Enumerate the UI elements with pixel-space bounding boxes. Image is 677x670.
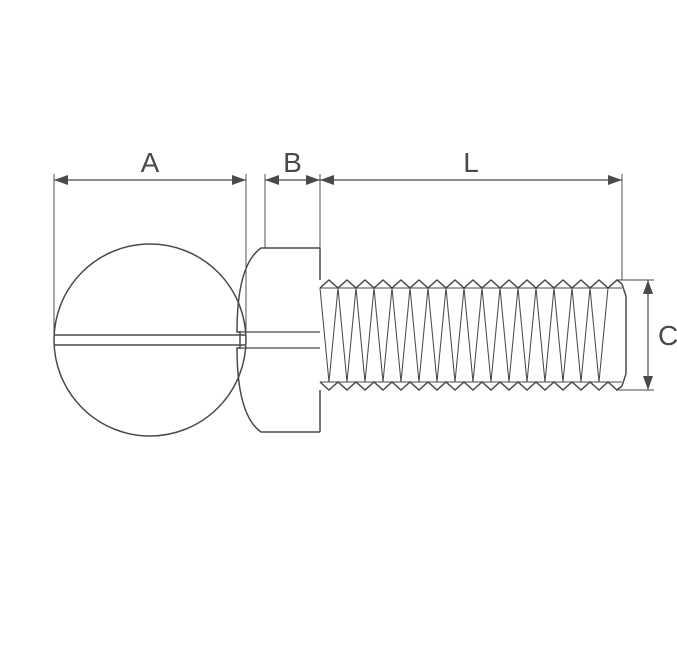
dimension-arrowhead bbox=[54, 175, 68, 185]
dimension-arrowhead bbox=[306, 175, 320, 185]
thread-flank bbox=[320, 288, 329, 382]
screw-technical-drawing: A B L C bbox=[0, 0, 677, 670]
dim-C-label: C bbox=[658, 320, 677, 351]
dim-L-label: L bbox=[463, 147, 479, 178]
thread-flank bbox=[365, 288, 374, 382]
thread-flank bbox=[338, 288, 347, 382]
dimension-arrowhead bbox=[320, 175, 334, 185]
thread-flank bbox=[464, 288, 473, 382]
thread-flank bbox=[491, 288, 500, 382]
shaft-end-chamfer bbox=[622, 284, 626, 296]
thread-crest-bottom bbox=[320, 382, 622, 390]
thread-flank bbox=[446, 288, 455, 382]
dimension-arrowhead bbox=[643, 280, 653, 294]
thread-flank bbox=[374, 288, 383, 382]
thread-flank bbox=[383, 288, 392, 382]
thread-flank bbox=[410, 288, 419, 382]
thread-flank bbox=[518, 288, 527, 382]
dimension-arrowhead bbox=[643, 376, 653, 390]
thread-flank bbox=[599, 288, 608, 382]
shaft-end-chamfer bbox=[622, 374, 626, 386]
thread-flank bbox=[419, 288, 428, 382]
thread-flank bbox=[536, 288, 545, 382]
thread-flank bbox=[356, 288, 365, 382]
thread-flank bbox=[527, 288, 536, 382]
dim-A-label: A bbox=[141, 147, 160, 178]
thread-flank bbox=[590, 288, 599, 382]
thread-flank bbox=[545, 288, 554, 382]
thread-flank bbox=[455, 288, 464, 382]
thread-flank bbox=[392, 288, 401, 382]
thread-flank bbox=[428, 288, 437, 382]
thread-flank bbox=[347, 288, 356, 382]
thread-flank bbox=[509, 288, 518, 382]
thread-flank bbox=[554, 288, 563, 382]
dimension-arrowhead bbox=[265, 175, 279, 185]
thread-flank bbox=[401, 288, 410, 382]
thread-flank bbox=[482, 288, 491, 382]
dim-B-label: B bbox=[283, 147, 302, 178]
thread-crest-top bbox=[320, 280, 622, 288]
thread-flank bbox=[581, 288, 590, 382]
dimension-arrowhead bbox=[608, 175, 622, 185]
thread-flank bbox=[500, 288, 509, 382]
screw-head-side-outline bbox=[237, 248, 320, 432]
screw-head-front-outline bbox=[54, 244, 246, 436]
thread-flank bbox=[572, 288, 581, 382]
thread-flank bbox=[563, 288, 572, 382]
dimension-arrowhead bbox=[232, 175, 246, 185]
thread-flank bbox=[329, 288, 338, 382]
thread-flank bbox=[437, 288, 446, 382]
thread-flank bbox=[473, 288, 482, 382]
